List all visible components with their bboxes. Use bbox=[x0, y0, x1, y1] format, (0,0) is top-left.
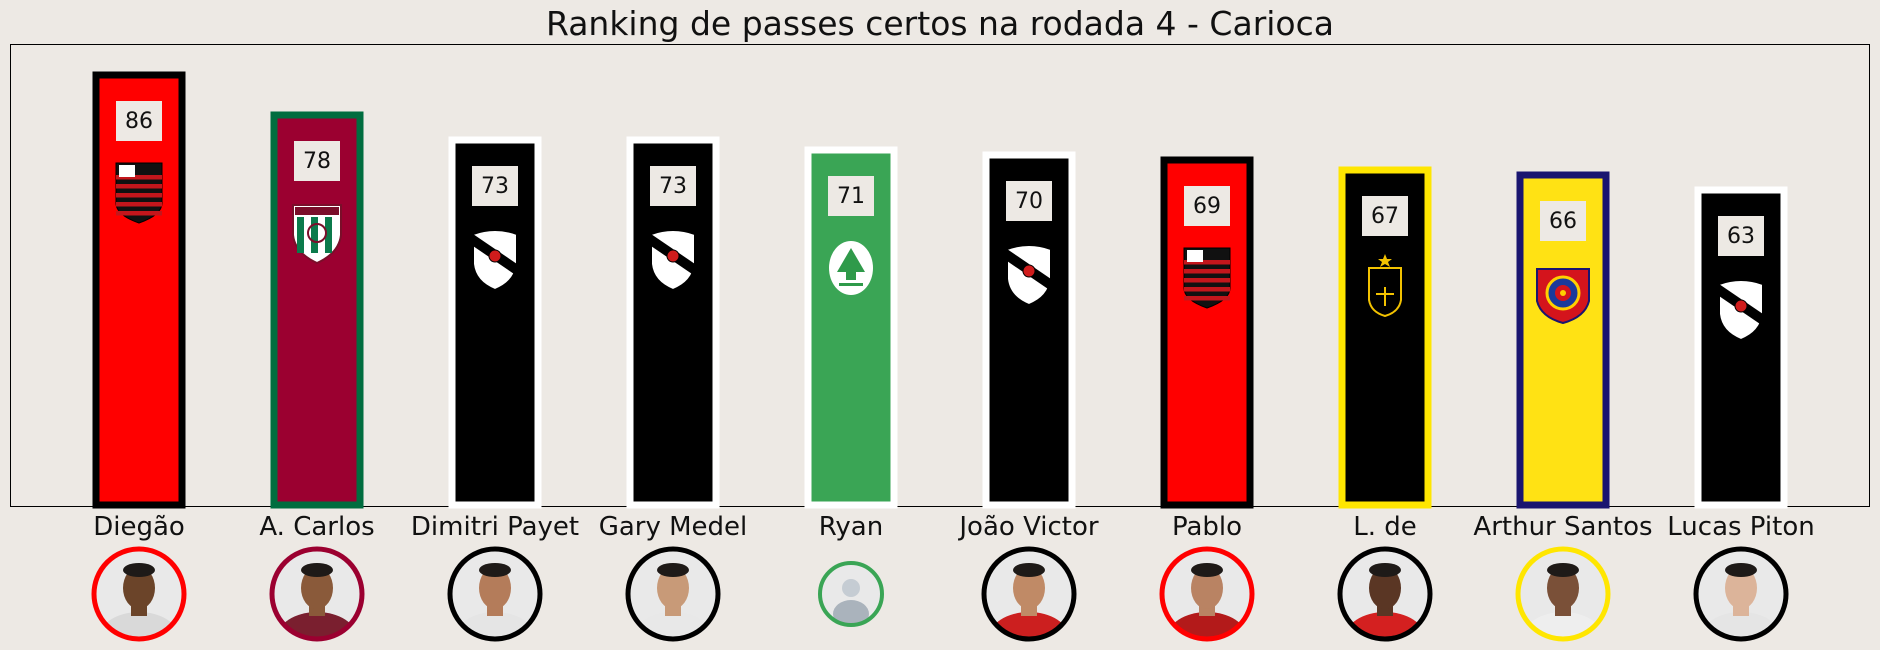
value-label: 70 bbox=[1015, 189, 1043, 214]
player-avatar bbox=[1693, 546, 1789, 642]
category-label: A. Carlos bbox=[259, 512, 374, 542]
player-avatar bbox=[269, 546, 365, 642]
bar-group: 71 bbox=[804, 146, 898, 509]
avatar-ring bbox=[269, 546, 365, 642]
player-avatar bbox=[1337, 546, 1433, 642]
category-label: Gary Medel bbox=[599, 512, 748, 542]
bar bbox=[1694, 186, 1788, 509]
player-avatar bbox=[1159, 546, 1255, 642]
vasco-crest-icon bbox=[1006, 244, 1052, 307]
value-label: 78 bbox=[303, 149, 331, 174]
category-label: Lucas Piton bbox=[1667, 512, 1814, 542]
avatar-ring bbox=[981, 546, 1077, 642]
value-label-box bbox=[1718, 216, 1764, 256]
player-avatar bbox=[981, 546, 1077, 642]
value-label: 73 bbox=[481, 174, 509, 199]
flamengo-crest-icon bbox=[1183, 247, 1231, 309]
value-label: 69 bbox=[1193, 194, 1221, 219]
bar-group: 73 bbox=[626, 136, 720, 509]
value-label-box bbox=[1362, 196, 1408, 236]
player-avatar bbox=[447, 546, 543, 642]
player-avatar bbox=[818, 561, 884, 627]
volta-redonda-crest-icon bbox=[1368, 254, 1402, 318]
value-label-box bbox=[294, 141, 340, 181]
value-label: 67 bbox=[1371, 204, 1399, 229]
bar-group: 66 bbox=[1516, 171, 1610, 509]
vasco-crest-icon bbox=[1718, 279, 1764, 342]
category-label: Dimitri Payet bbox=[411, 512, 579, 542]
category-label: Pablo bbox=[1172, 512, 1242, 542]
avatar-ring bbox=[447, 546, 543, 642]
flamengo-crest-icon bbox=[115, 162, 163, 224]
value-label-box bbox=[116, 101, 162, 141]
value-label: 86 bbox=[125, 109, 153, 134]
bar-group: 63 bbox=[1694, 186, 1788, 509]
avatars-layer bbox=[91, 546, 1789, 642]
category-label: João Victor bbox=[957, 512, 1099, 542]
value-label: 73 bbox=[659, 174, 687, 199]
category-label: L. de bbox=[1353, 512, 1417, 542]
plot-frame bbox=[10, 44, 1870, 507]
category-label: Ryan bbox=[819, 512, 883, 542]
value-label-box bbox=[472, 166, 518, 206]
avatar-ring bbox=[1693, 546, 1789, 642]
player-avatar bbox=[625, 546, 721, 642]
avatar-ring bbox=[91, 546, 187, 642]
bar-group: 70 bbox=[982, 151, 1076, 509]
value-label: 71 bbox=[837, 184, 865, 209]
bar-group: 78 bbox=[270, 111, 364, 509]
vasco-crest-icon bbox=[472, 229, 518, 292]
value-label-box bbox=[1184, 186, 1230, 226]
avatar-ring bbox=[1337, 546, 1433, 642]
bar-group: 73 bbox=[448, 136, 542, 509]
category-label: Arthur Santos bbox=[1473, 512, 1652, 542]
value-label-box bbox=[650, 166, 696, 206]
vasco-crest-icon bbox=[650, 229, 696, 292]
category-label: Diegão bbox=[93, 512, 185, 542]
bars-layer: 86 78 73 73 71 70 69 67 66 63 bbox=[92, 71, 1788, 509]
bar-group: 67 bbox=[1338, 166, 1432, 509]
avatar-ring bbox=[1159, 546, 1255, 642]
avatar-ring bbox=[818, 561, 884, 627]
bar bbox=[448, 136, 542, 509]
avatar-ring bbox=[625, 546, 721, 642]
category-labels-layer: Diegão A. Carlos Dimitri Payet Gary Medel Ry… bbox=[93, 512, 1815, 542]
value-label: 66 bbox=[1549, 209, 1577, 234]
player-avatar bbox=[1515, 546, 1611, 642]
value-label: 63 bbox=[1727, 224, 1755, 249]
player-avatar bbox=[91, 546, 187, 642]
bar-group: 69 bbox=[1160, 156, 1254, 509]
value-label-box bbox=[828, 176, 874, 216]
value-label-box bbox=[1540, 201, 1586, 241]
value-label-box bbox=[1006, 181, 1052, 221]
bar-group: 86 bbox=[92, 71, 186, 509]
fluminense-crest-icon bbox=[292, 204, 342, 265]
audax-crest-icon bbox=[829, 241, 873, 295]
avatar-ring bbox=[1515, 546, 1611, 642]
chart-title: Ranking de passes certos na rodada 4 - C… bbox=[545, 4, 1334, 43]
bar bbox=[92, 71, 186, 509]
madureira-crest-icon bbox=[1536, 268, 1590, 325]
